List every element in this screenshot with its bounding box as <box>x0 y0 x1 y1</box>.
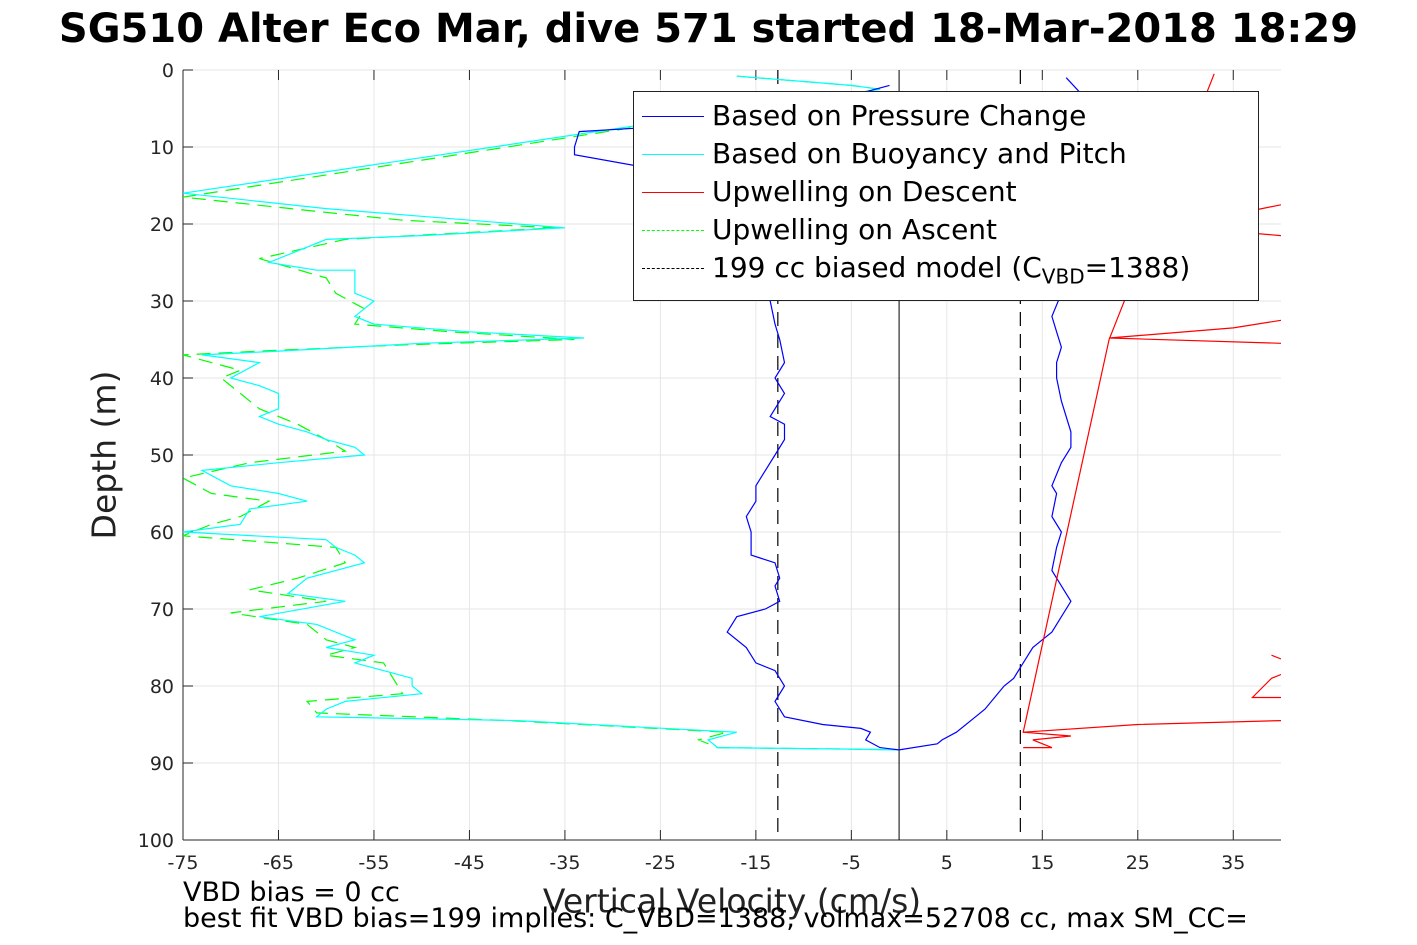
footnote-vbd-bias: VBD bias = 0 cc <box>183 877 400 908</box>
legend: Based on Pressure Change Based on Buoyan… <box>633 91 1259 301</box>
y-tick-label: 40 <box>150 368 174 390</box>
y-tick-label: 60 <box>150 522 174 544</box>
y-tick-label: 10 <box>150 137 174 159</box>
series-pressure-change <box>573 77 1082 751</box>
legend-label-buoyancy: Based on Buoyancy and Pitch <box>712 137 1127 170</box>
x-tick-label: 35 <box>1221 852 1245 874</box>
legend-item-biased-model: 199 cc biased model (CVBD=1388) <box>634 249 1254 289</box>
x-tick-label: -35 <box>549 852 580 874</box>
legend-swatch-pressure <box>642 116 704 117</box>
legend-swatch-upwelling-descent <box>642 192 704 193</box>
legend-item-upwelling-ascent: Upwelling on Ascent <box>634 211 1254 249</box>
y-tick-label: 90 <box>150 753 174 775</box>
x-tick-label: -15 <box>740 852 771 874</box>
legend-item-upwelling-descent: Upwelling on Descent <box>634 173 1254 211</box>
x-tick-label: -75 <box>167 852 198 874</box>
legend-label-biased-model: 199 cc biased model (CVBD=1388) <box>712 249 1190 296</box>
series-group <box>183 70 1281 840</box>
legend-item-pressure: Based on Pressure Change <box>634 97 1254 135</box>
y-tick-label: 0 <box>162 60 174 82</box>
footnote-best-fit: best fit VBD bias=199 implies: C_VBD=138… <box>183 903 1248 934</box>
chart-title: SG510 Alter Eco Mar, dive 571 started 18… <box>58 6 1359 52</box>
y-tick-label: 30 <box>150 291 174 313</box>
legend-label-upwelling-ascent: Upwelling on Ascent <box>712 213 998 246</box>
x-tick-label: -45 <box>454 852 485 874</box>
series-buoyancy-pitch <box>183 75 900 751</box>
y-tick-label: 80 <box>150 676 174 698</box>
x-tick-label: -65 <box>263 852 294 874</box>
series-upwelling-descent <box>1022 73 1215 749</box>
y-tick-label: 70 <box>150 599 174 621</box>
x-tick-label: -25 <box>645 852 676 874</box>
y-tick-label: 50 <box>150 445 174 467</box>
x-tick-label: 25 <box>1126 852 1150 874</box>
x-axis-label: Vertical Velocity (cm/s) <box>542 881 922 921</box>
legend-label-pressure: Based on Pressure Change <box>712 99 1087 132</box>
x-tick-label: -55 <box>358 852 389 874</box>
legend-label-upwelling-descent: Upwelling on Descent <box>712 175 1017 208</box>
legend-swatch-upwelling-ascent <box>642 230 704 231</box>
y-axis-label: Depth (m) <box>84 370 124 540</box>
upwelling-descent-fragment-2 <box>1109 319 1281 344</box>
y-tick-label: 100 <box>138 830 174 852</box>
x-tick-label: 5 <box>941 852 953 874</box>
legend-label-biased-model-part2: =1388) <box>1084 251 1191 284</box>
y-tick-label: 20 <box>150 214 174 236</box>
legend-swatch-buoyancy <box>642 154 704 155</box>
legend-item-buoyancy: Based on Buoyancy and Pitch <box>634 135 1254 173</box>
upwelling-descent-fragment-3 <box>1271 654 1281 660</box>
legend-swatch-biased-model <box>642 268 704 269</box>
legend-label-biased-model-sub: VBD <box>1041 264 1085 289</box>
legend-label-biased-model-part1: 199 cc biased model (C <box>712 251 1042 284</box>
x-tick-label: -5 <box>842 852 861 874</box>
x-tick-label: 15 <box>1030 852 1054 874</box>
upwelling-descent-fragment-5 <box>1023 720 1281 733</box>
series-upwelling-ascent <box>183 75 900 751</box>
upwelling-descent-fragment-4 <box>1250 673 1281 699</box>
